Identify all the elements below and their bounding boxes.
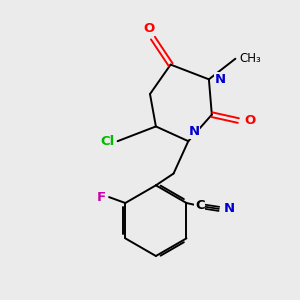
Text: O: O xyxy=(244,114,256,127)
Text: N: N xyxy=(223,202,234,215)
Text: O: O xyxy=(143,22,154,35)
Text: C: C xyxy=(195,199,205,212)
Text: F: F xyxy=(97,190,106,204)
Text: CH₃: CH₃ xyxy=(240,52,262,65)
Text: Cl: Cl xyxy=(100,135,115,148)
Text: N: N xyxy=(188,125,200,138)
Text: N: N xyxy=(215,73,226,86)
